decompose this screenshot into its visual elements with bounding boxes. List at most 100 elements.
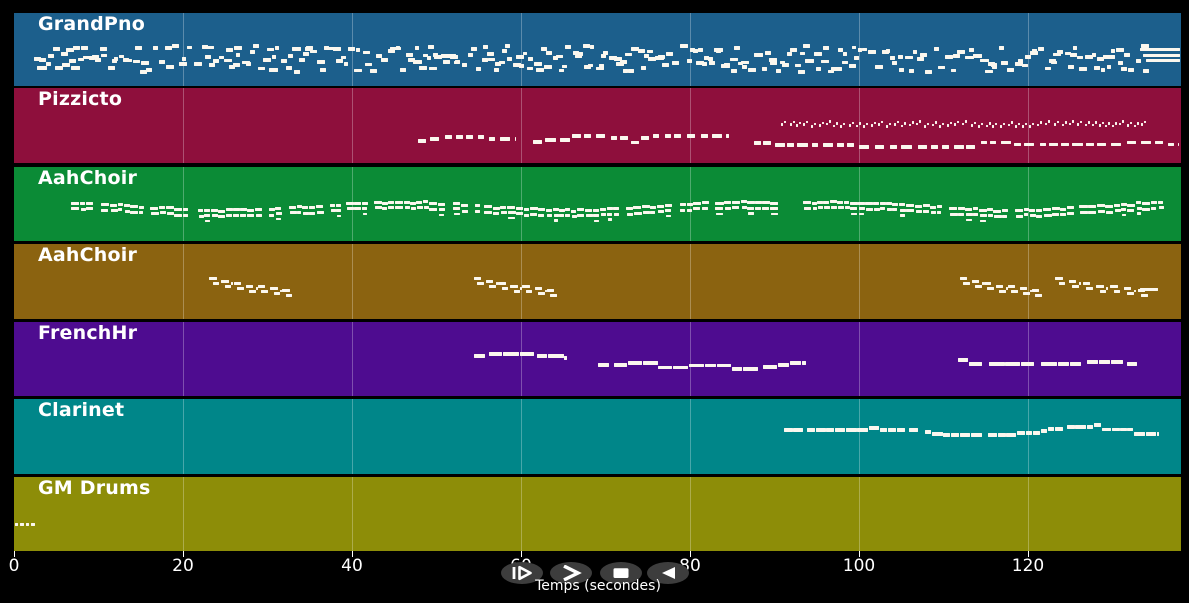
note <box>999 46 1005 51</box>
note <box>310 49 317 54</box>
note <box>1072 284 1079 288</box>
note <box>1123 287 1132 291</box>
note <box>261 289 268 293</box>
note <box>1157 200 1164 204</box>
note <box>1053 52 1062 57</box>
note <box>1072 120 1075 123</box>
note <box>255 213 262 217</box>
note <box>988 213 994 217</box>
note <box>387 48 396 53</box>
note <box>145 68 152 72</box>
note <box>689 48 696 53</box>
note <box>562 64 568 69</box>
note <box>806 120 809 124</box>
note <box>614 57 622 62</box>
note <box>460 204 468 208</box>
note <box>492 206 500 210</box>
note <box>245 284 254 288</box>
note <box>1127 140 1137 144</box>
note <box>1086 360 1099 364</box>
note <box>233 208 240 211</box>
note <box>843 200 850 204</box>
note <box>847 143 854 147</box>
note <box>965 120 968 123</box>
note <box>467 53 474 58</box>
gridline <box>690 88 691 163</box>
note <box>411 207 417 211</box>
note <box>1007 284 1016 288</box>
note <box>904 55 913 60</box>
note <box>886 49 891 54</box>
note <box>701 134 709 138</box>
forward-button[interactable] <box>550 562 592 584</box>
note <box>1097 56 1105 61</box>
note <box>595 134 606 138</box>
note <box>345 201 354 205</box>
note <box>1120 208 1127 212</box>
note <box>866 207 874 211</box>
note <box>317 59 325 64</box>
note <box>686 203 693 207</box>
note <box>1117 61 1123 66</box>
play-icon <box>512 565 532 581</box>
note <box>747 206 755 210</box>
note <box>545 208 552 212</box>
axis-tick-label: 120 <box>1011 556 1045 576</box>
note <box>324 46 330 50</box>
note <box>601 54 607 58</box>
note <box>224 58 232 63</box>
note <box>969 362 983 366</box>
stop-button[interactable] <box>600 562 642 584</box>
note <box>500 137 510 141</box>
note <box>419 65 427 70</box>
note <box>1039 142 1046 146</box>
note <box>977 125 980 128</box>
note <box>308 206 316 210</box>
note <box>666 51 673 56</box>
note <box>417 139 426 143</box>
note <box>504 44 510 49</box>
play-button[interactable] <box>501 562 543 584</box>
note <box>209 277 217 281</box>
note <box>1066 425 1075 429</box>
rewind-button[interactable] <box>647 562 689 584</box>
note <box>880 120 883 124</box>
track-row-pizzicto: Pizzicto <box>14 88 1181 163</box>
note <box>858 201 865 205</box>
note <box>481 58 488 63</box>
axis-tick <box>352 551 353 557</box>
note <box>538 292 545 296</box>
note <box>1086 287 1093 291</box>
note <box>438 208 446 212</box>
note <box>781 62 790 67</box>
note <box>999 289 1006 293</box>
note <box>225 213 233 217</box>
note <box>492 212 500 216</box>
note <box>130 205 139 209</box>
note <box>764 51 771 55</box>
note <box>622 69 628 74</box>
note <box>346 207 355 211</box>
note <box>957 207 965 211</box>
note <box>20 523 24 526</box>
note <box>202 45 208 50</box>
note <box>1094 66 1100 70</box>
note <box>911 121 914 124</box>
note <box>559 214 565 218</box>
note <box>515 206 524 210</box>
note <box>1088 210 1096 214</box>
note <box>513 289 521 293</box>
note <box>362 50 371 55</box>
note <box>1085 123 1088 127</box>
note <box>603 51 608 56</box>
note <box>870 124 873 127</box>
note <box>1000 125 1003 128</box>
note <box>39 57 47 62</box>
gridline <box>1028 322 1029 396</box>
note <box>664 134 671 138</box>
note <box>522 51 528 56</box>
gridline <box>521 322 522 396</box>
note <box>658 365 672 369</box>
note <box>565 208 571 212</box>
note <box>913 50 918 54</box>
